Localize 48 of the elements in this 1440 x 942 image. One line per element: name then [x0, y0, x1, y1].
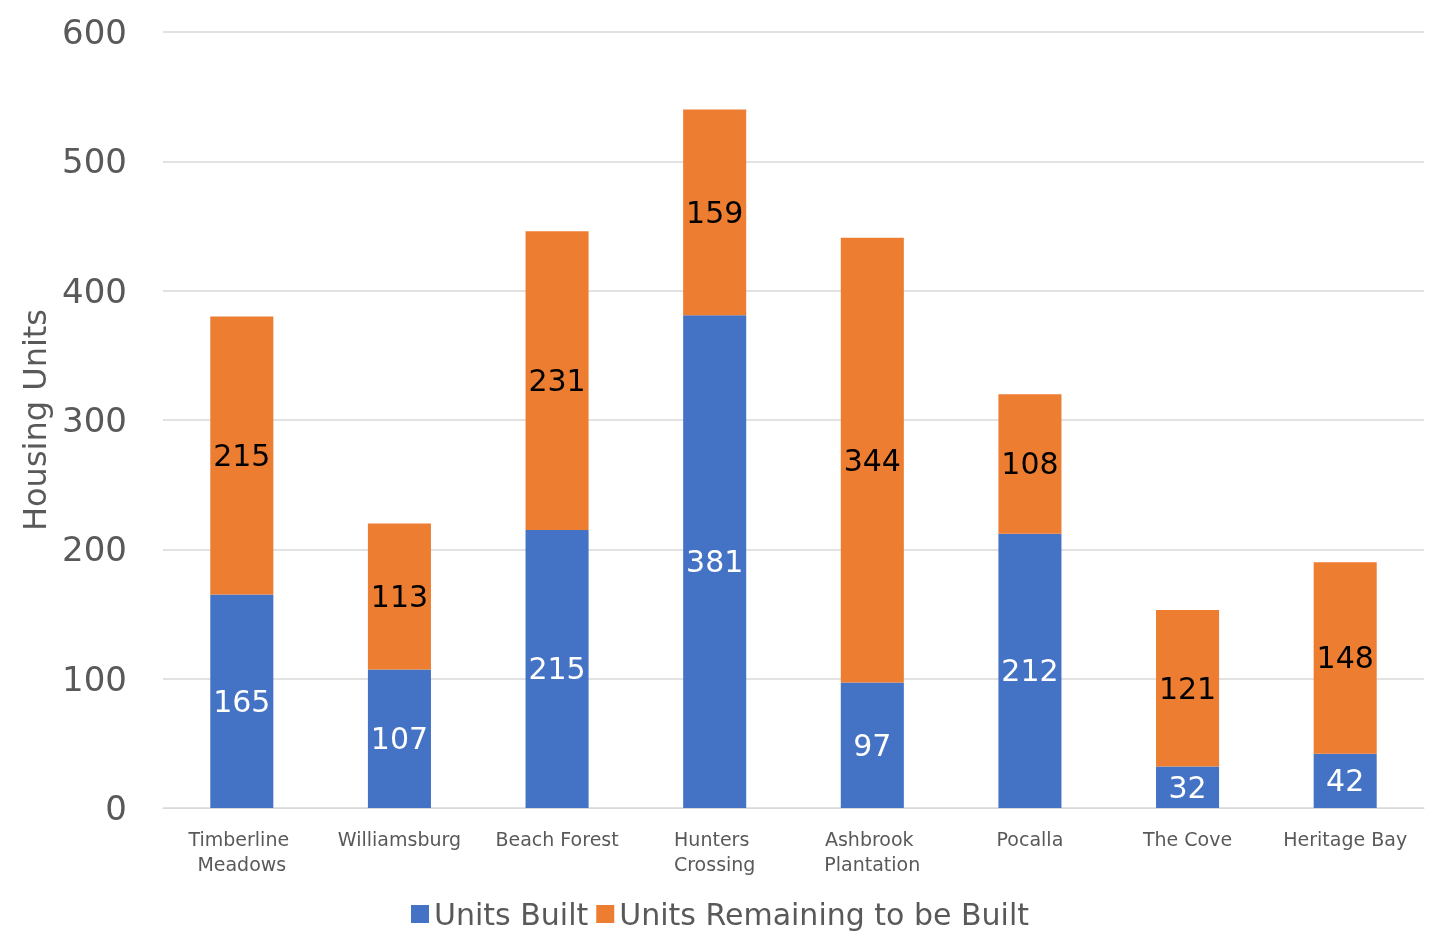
legend-label: Units Remaining to be Built	[619, 896, 1030, 932]
bar	[525, 529, 589, 808]
y-tick-label: 0	[105, 788, 127, 828]
bar	[683, 315, 747, 808]
legend-label: Units Built	[433, 896, 589, 932]
data-label: 42	[1326, 763, 1365, 799]
data-label: 148	[1316, 640, 1374, 676]
data-label: 231	[528, 363, 586, 399]
bar	[210, 594, 274, 808]
data-label: 121	[1158, 670, 1217, 706]
x-tick-label: Timberline Meadows	[187, 827, 296, 875]
data-label: 113	[370, 579, 429, 615]
bar	[998, 533, 1062, 808]
bar	[210, 316, 274, 595]
data-label: 215	[528, 651, 586, 687]
x-tick-label: The Cove	[1141, 827, 1233, 850]
y-tick-label: 100	[62, 658, 127, 699]
y-tick-label: 400	[62, 270, 127, 311]
data-label: 97	[853, 727, 892, 763]
data-label: 32	[1168, 769, 1207, 805]
x-tick-label: Williamsburg	[337, 827, 462, 850]
x-tick-label: Ashbrook Plantation	[824, 827, 921, 875]
data-label: 107	[370, 721, 429, 757]
bar	[367, 523, 431, 670]
bar	[1313, 562, 1377, 754]
bar	[683, 109, 747, 316]
bar	[367, 669, 431, 808]
data-label: 108	[1001, 446, 1059, 482]
x-tick-label: Hunters Crossing	[673, 827, 756, 875]
data-label: 344	[843, 442, 901, 478]
x-tick-label: Pocalla	[996, 827, 1064, 850]
data-label: 159	[686, 194, 744, 230]
data-label: 165	[213, 683, 271, 719]
bar	[525, 231, 589, 530]
data-label: 381	[686, 544, 744, 580]
y-tick-label: 200	[62, 529, 127, 570]
y-tick-label: 600	[62, 12, 127, 52]
y-tick-label: 500	[62, 141, 127, 182]
bar	[840, 682, 904, 808]
x-tick-label: Beach Forest	[495, 827, 619, 850]
x-tick-label: Heritage Bay	[1283, 827, 1408, 850]
bar	[998, 394, 1062, 534]
data-label: 215	[213, 438, 271, 474]
bar	[1156, 610, 1220, 767]
y-tick-label: 300	[62, 400, 127, 440]
data-label: 212	[1001, 653, 1059, 689]
bar	[840, 237, 904, 683]
y-axis-title: Housing Units	[16, 308, 54, 532]
